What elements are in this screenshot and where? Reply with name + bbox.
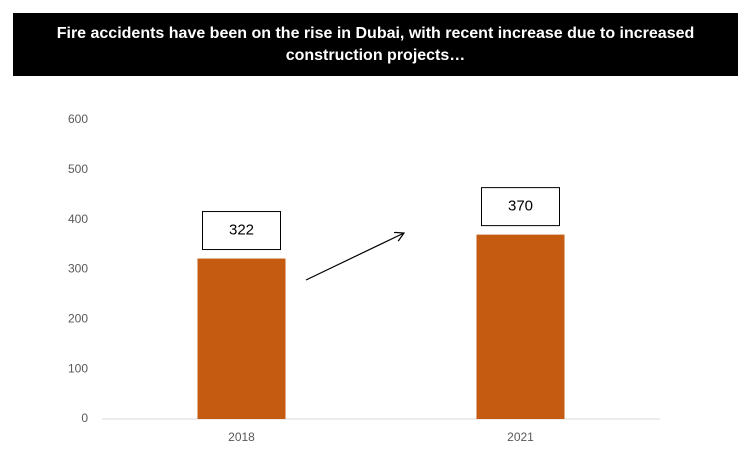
y-tick-label: 500 (68, 162, 88, 176)
bar (476, 234, 565, 419)
bar (197, 258, 286, 419)
data-label: 322 (229, 222, 254, 239)
trend-arrow (305, 233, 404, 281)
y-tick-label: 100 (68, 361, 88, 375)
y-tick-label: 0 (81, 411, 88, 425)
data-label: 370 (508, 198, 533, 215)
y-tick-label: 600 (68, 112, 88, 126)
x-tick-label: 2018 (228, 430, 255, 444)
chart-title: Fire accidents have been on the rise in … (13, 13, 738, 76)
data-label-box (202, 211, 281, 251)
y-tick-label: 300 (68, 262, 88, 276)
y-tick-label: 200 (68, 312, 88, 326)
data-label-box (481, 187, 560, 227)
y-tick-label: 400 (68, 212, 88, 226)
x-tick-label: 2021 (507, 430, 534, 444)
